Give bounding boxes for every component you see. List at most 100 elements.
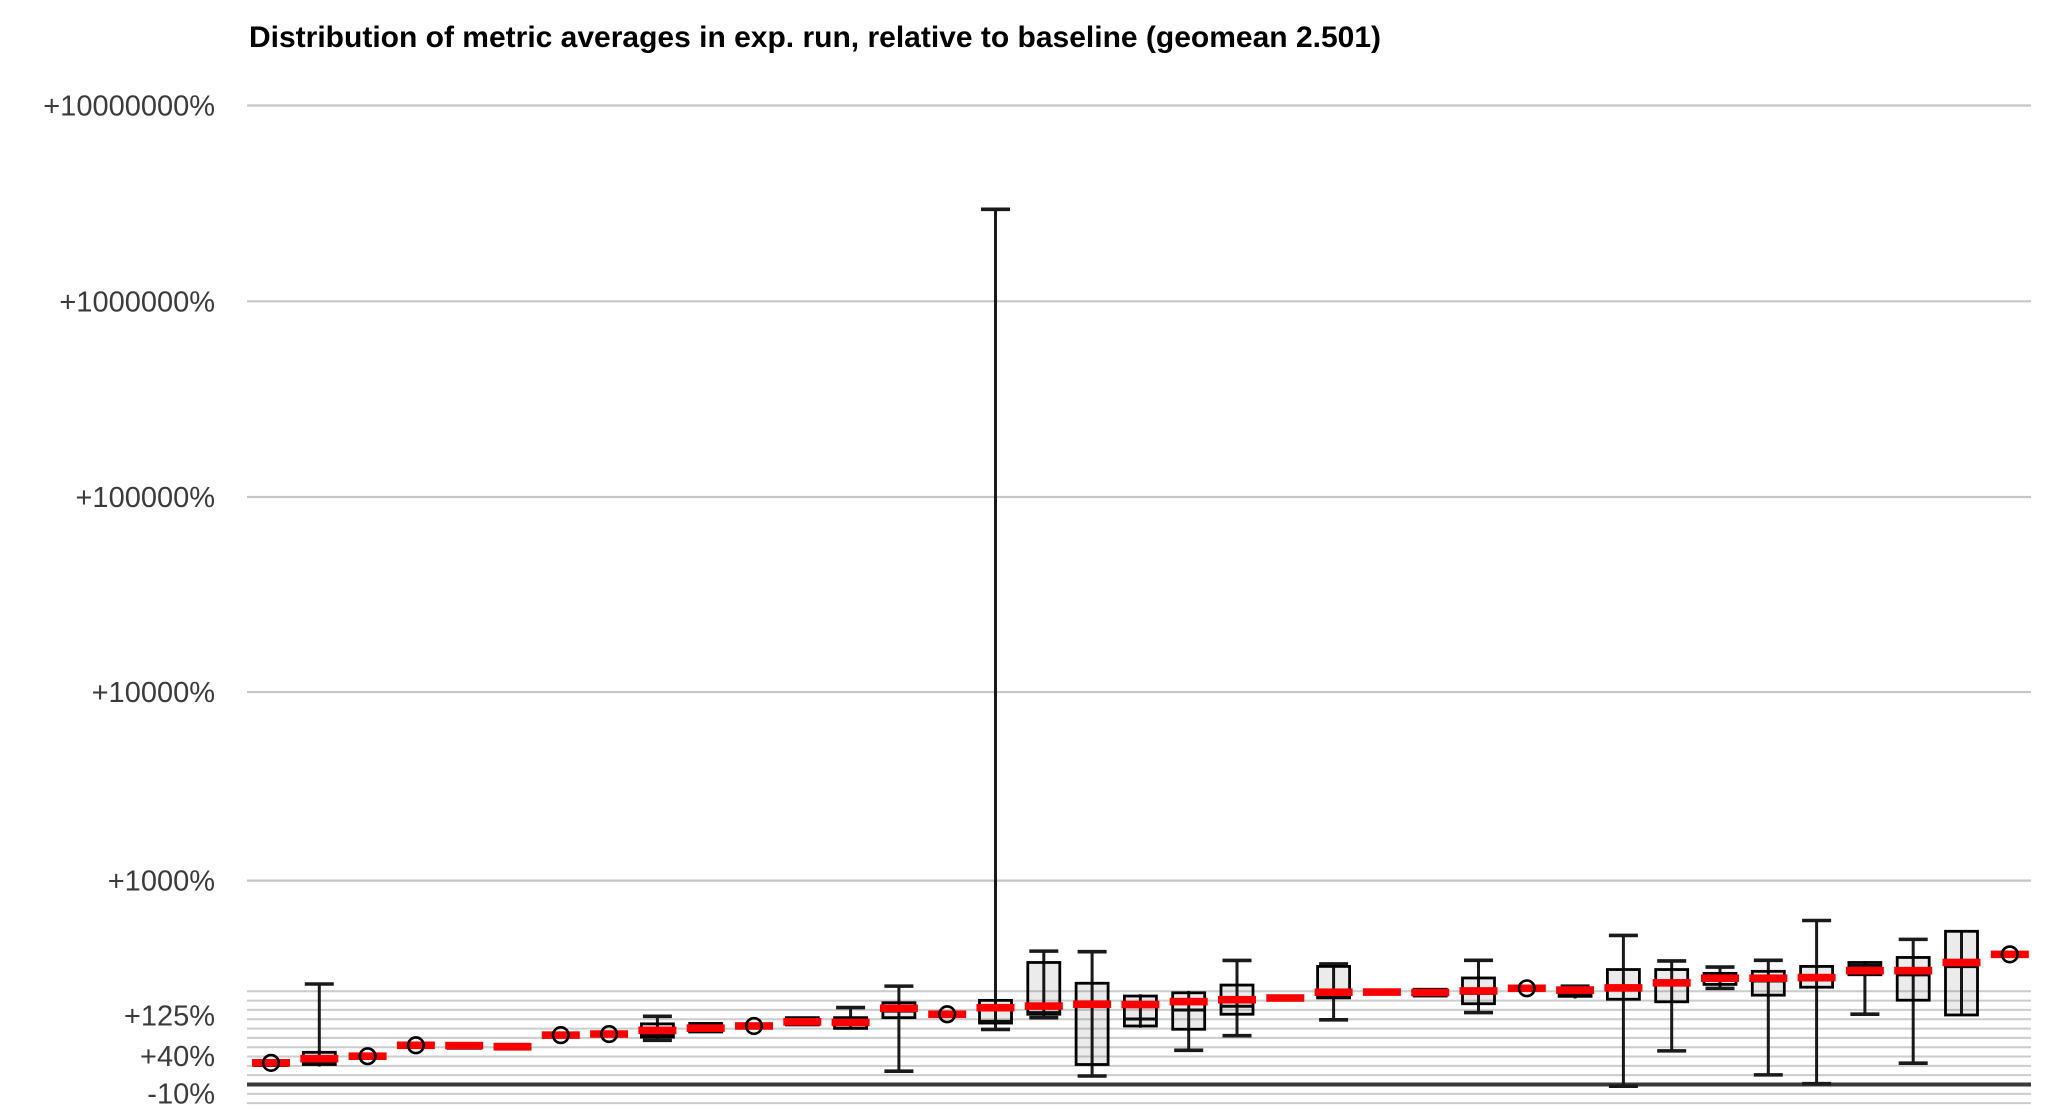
box-plot: [1507, 979, 1546, 998]
mean-line: [686, 1024, 725, 1032]
mean-line: [1797, 973, 1836, 982]
mean-line: [1604, 984, 1643, 992]
box-plot: [1749, 958, 1788, 1077]
mean-line: [252, 1059, 290, 1067]
box-plot: [541, 1026, 580, 1045]
box-plot: [1459, 958, 1498, 1015]
mean-line: [1990, 950, 2029, 959]
mean-circle-marker: [551, 1026, 570, 1045]
box-plot: [1411, 987, 1450, 998]
mean-line: [445, 1041, 484, 1050]
y-axis-labels: +10000000% +1000000% +100000% +10000% +1000%…: [43, 91, 215, 1111]
box-plot: [1797, 918, 1836, 1086]
y-tick-label: +125%: [124, 1001, 215, 1033]
box-plot: [590, 1024, 629, 1044]
mean-circle-marker: [2000, 945, 2019, 964]
mean-line: [1845, 966, 1884, 975]
mean-line: [1266, 994, 1305, 1002]
mean-line: [396, 1041, 435, 1050]
mean-line: [1218, 995, 1256, 1004]
box-plot: [686, 1022, 725, 1034]
box-plot: [1266, 994, 1305, 1002]
y-tick-label: +40%: [140, 1041, 215, 1073]
y-tick-label: +10000000%: [43, 91, 215, 123]
mean-line: [1556, 986, 1595, 994]
mean-line: [1507, 984, 1546, 993]
mean-line: [1459, 987, 1498, 995]
box-rect: [1074, 981, 1110, 1066]
boxes-layer: [252, 207, 2029, 1089]
box-rect: [1944, 929, 1979, 1017]
box-plot: [783, 1016, 822, 1027]
box-plot: [396, 1036, 435, 1055]
box-plot: [1362, 988, 1401, 996]
mean-line: [1942, 958, 1981, 967]
mean-line: [735, 1022, 773, 1030]
mean-line: [1894, 966, 1933, 975]
mean-line: [976, 1003, 1015, 1012]
mean-line: [638, 1026, 677, 1035]
box-plot: [1169, 990, 1208, 1053]
box-plot: [493, 1042, 532, 1051]
box-plot: [300, 982, 339, 1067]
mean-line: [348, 1052, 387, 1060]
box-plot: [1894, 937, 1933, 1065]
mean-line: [928, 1010, 967, 1019]
box-plot: [1556, 984, 1595, 999]
mean-line: [1652, 979, 1691, 987]
y-tick-label: +10000%: [92, 677, 215, 709]
mean-line: [541, 1031, 580, 1039]
mean-line: [493, 1042, 532, 1051]
mean-line: [1169, 997, 1208, 1006]
chart-title: Distribution of metric averages in exp. …: [249, 21, 1381, 54]
gridlines-layer: [247, 104, 2031, 1105]
box-plot: [638, 1014, 677, 1043]
mean-circle-marker: [1517, 979, 1536, 998]
box-plot: [1604, 933, 1643, 1089]
box-plot: [976, 207, 1015, 1032]
y-tick-label: +100000%: [76, 482, 216, 514]
box-rect: [978, 998, 1013, 1025]
mean-line: [783, 1018, 822, 1026]
box-plot: [1121, 994, 1160, 1028]
mean-line: [300, 1054, 339, 1063]
mean-circle-marker: [744, 1016, 764, 1036]
mean-line: [879, 1004, 918, 1013]
y-tick-label: -10%: [147, 1079, 215, 1111]
mean-circle-marker: [261, 1053, 281, 1072]
mean-line: [590, 1030, 629, 1038]
mean-circle-marker: [599, 1024, 619, 1044]
box-plot: [1942, 929, 1981, 1017]
mean-line: [1701, 974, 1739, 983]
box-plot: [445, 1041, 484, 1050]
mean-circle-marker: [358, 1047, 377, 1066]
box-plot: [1024, 949, 1063, 1020]
box-plot: [831, 1005, 870, 1030]
box-plot: [735, 1016, 773, 1036]
mean-line: [1121, 1000, 1160, 1009]
mean-circle-marker: [406, 1036, 426, 1055]
mean-line: [1314, 988, 1353, 997]
mean-line: [1362, 988, 1401, 996]
box-plot: [1701, 965, 1739, 991]
box-plot: [1990, 945, 2029, 964]
mean-circle-marker: [938, 1005, 957, 1024]
box-plot: [1218, 958, 1256, 1038]
box-plot: [1652, 959, 1691, 1053]
box-rect: [1123, 994, 1158, 1028]
box-plot: [348, 1047, 387, 1066]
y-tick-label: +1000%: [108, 866, 215, 898]
mean-line: [1749, 974, 1788, 983]
box-rect: [1895, 956, 1931, 1002]
box-plot: [928, 1005, 967, 1024]
box-plot: [1073, 949, 1112, 1078]
y-tick-label: +1000000%: [59, 286, 215, 318]
mean-line: [831, 1018, 870, 1027]
box-plot: [1845, 961, 1884, 1017]
box-plot: [1314, 962, 1353, 1022]
mean-line: [1411, 988, 1450, 997]
box-plot: [879, 984, 918, 1073]
mean-line: [1073, 1000, 1112, 1009]
